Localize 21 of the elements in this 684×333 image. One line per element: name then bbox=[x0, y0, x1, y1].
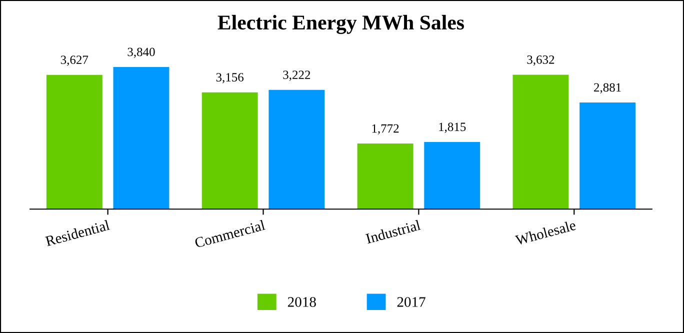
bar bbox=[424, 142, 480, 210]
data-label: 3,632 bbox=[527, 55, 554, 66]
bar bbox=[46, 74, 102, 210]
bar bbox=[113, 67, 170, 210]
data-label: 3,222 bbox=[283, 70, 310, 81]
data-label: 3,840 bbox=[128, 48, 155, 58]
bar bbox=[580, 102, 636, 210]
x-tick-label: Wholesale bbox=[514, 220, 576, 246]
bar bbox=[357, 144, 414, 210]
bar bbox=[202, 92, 258, 210]
legend-label: 2017 bbox=[397, 297, 426, 307]
data-label: 2,881 bbox=[594, 83, 621, 94]
data-label: 1,772 bbox=[372, 124, 399, 134]
chart-title: Electric Energy MWh Sales bbox=[218, 14, 464, 34]
data-label: 3,627 bbox=[60, 56, 88, 66]
bar bbox=[512, 74, 569, 210]
legend-label: 2018 bbox=[288, 297, 316, 307]
data-label: 3,156 bbox=[216, 73, 244, 84]
bar bbox=[268, 90, 325, 210]
x-tick-label: Industrial bbox=[365, 220, 422, 244]
data-label: 1,815 bbox=[439, 122, 466, 133]
